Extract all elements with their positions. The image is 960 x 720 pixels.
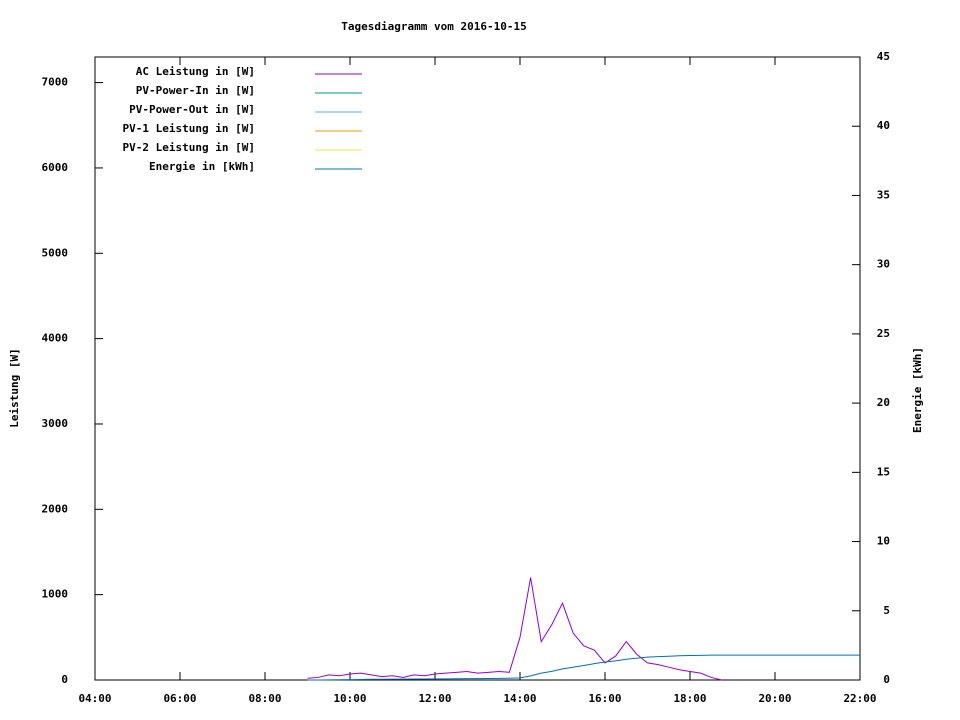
y2-tick-label: 5 bbox=[883, 604, 890, 617]
y-tick-label: 7000 bbox=[42, 76, 69, 89]
y-tick-label: 1000 bbox=[42, 588, 69, 601]
x-tick-label: 04:00 bbox=[78, 692, 111, 705]
y2-tick-label: 35 bbox=[877, 188, 890, 201]
x-tick-label: 22:00 bbox=[843, 692, 876, 705]
x-tick-label: 20:00 bbox=[758, 692, 791, 705]
legend-label: PV-2 Leistung in [W] bbox=[123, 141, 255, 154]
legend-label: PV-1 Leistung in [W] bbox=[123, 122, 255, 135]
y2-tick-label: 0 bbox=[883, 673, 890, 686]
series-line bbox=[307, 654, 860, 681]
y-tick-label: 6000 bbox=[42, 161, 69, 174]
legend-label: PV-Power-Out in [W] bbox=[129, 103, 255, 116]
y-axis-label: Leistung [W] bbox=[8, 348, 21, 427]
legend-label: PV-Power-In in [W] bbox=[136, 84, 255, 97]
chart-title: Tagesdiagramm vom 2016-10-15 bbox=[341, 20, 526, 33]
y2-tick-label: 30 bbox=[877, 258, 890, 271]
x-tick-label: 06:00 bbox=[163, 692, 196, 705]
y2-tick-label: 15 bbox=[877, 465, 890, 478]
x-tick-label: 10:00 bbox=[333, 692, 366, 705]
legend-label: AC Leistung in [W] bbox=[136, 65, 255, 78]
y2-tick-label: 45 bbox=[877, 50, 890, 63]
x-tick-label: 16:00 bbox=[588, 692, 621, 705]
series-line bbox=[307, 577, 722, 681]
x-tick-label: 14:00 bbox=[503, 692, 536, 705]
y2-tick-label: 25 bbox=[877, 327, 890, 340]
y-tick-label: 3000 bbox=[42, 417, 69, 430]
x-tick-label: 08:00 bbox=[248, 692, 281, 705]
legend-label: Energie in [kWh] bbox=[149, 160, 255, 173]
x-tick-label: 18:00 bbox=[673, 692, 706, 705]
y2-tick-label: 10 bbox=[877, 535, 890, 548]
y2-tick-label: 20 bbox=[877, 396, 890, 409]
y-tick-label: 4000 bbox=[42, 332, 69, 345]
y2-tick-label: 40 bbox=[877, 119, 890, 132]
y-tick-label: 5000 bbox=[42, 246, 69, 259]
plot-frame bbox=[94, 56, 861, 681]
y-tick-label: 2000 bbox=[42, 502, 69, 515]
y-tick-label: 0 bbox=[61, 673, 68, 686]
y2-axis-label: Energie [kWh] bbox=[911, 347, 924, 433]
x-tick-label: 12:00 bbox=[418, 692, 451, 705]
